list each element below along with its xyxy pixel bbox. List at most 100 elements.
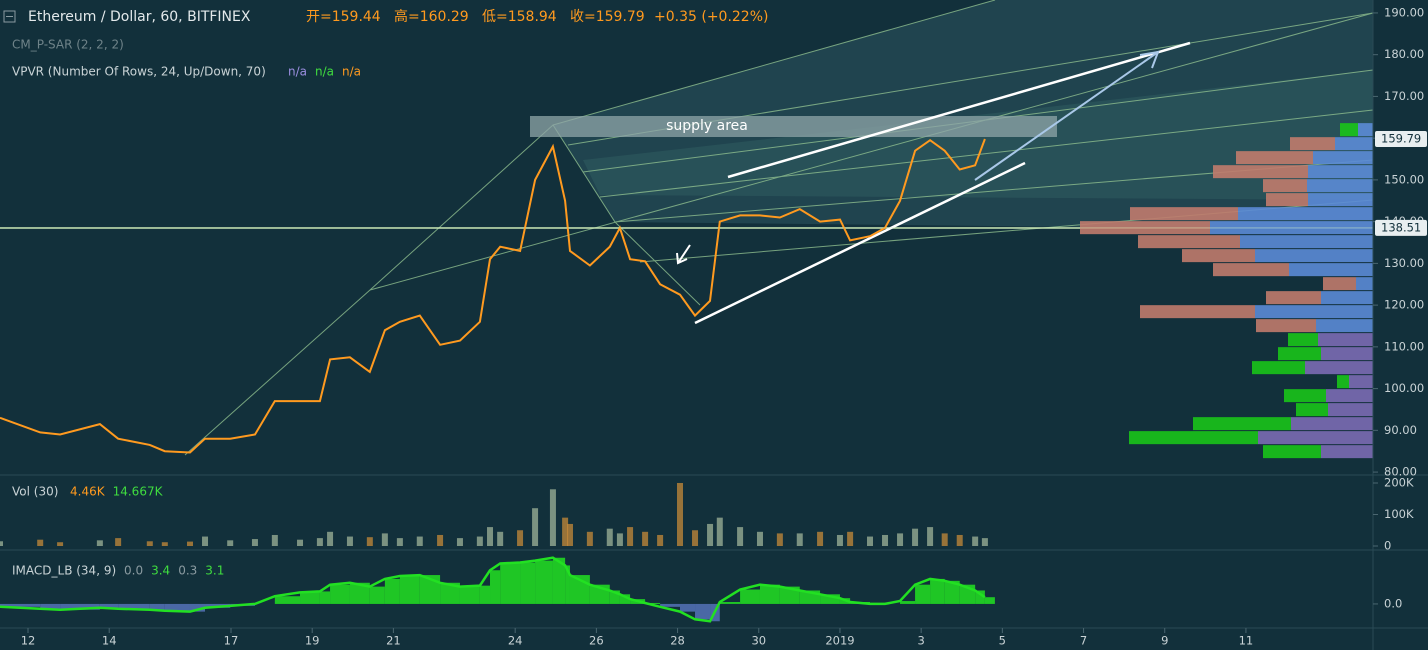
macd-bar xyxy=(274,596,301,604)
x-tick-label: 11 xyxy=(1239,634,1254,648)
ohlc-open: 开=159.44 xyxy=(306,9,381,25)
macd-bar xyxy=(779,586,800,604)
readout: 3.1 xyxy=(205,564,224,578)
volume-profile-down xyxy=(1266,193,1308,207)
pitchfork-line xyxy=(599,109,1374,198)
volume-profile-down xyxy=(1323,277,1356,291)
macd-bar xyxy=(740,589,760,604)
volume-bar xyxy=(677,482,684,546)
x-tick-label: 12 xyxy=(21,634,36,648)
volume-bar xyxy=(941,533,948,546)
supply-area-box xyxy=(530,116,1057,137)
volume-profile-down xyxy=(1193,417,1291,431)
macd-bar xyxy=(349,582,370,604)
macd-bar xyxy=(915,584,931,604)
volume-bar xyxy=(161,542,168,546)
macd-bar xyxy=(0,603,41,607)
volume-bar xyxy=(956,534,963,546)
volume-bar xyxy=(796,533,803,546)
ohlc-close: 收=159.79 xyxy=(570,9,645,25)
macd-bar xyxy=(99,603,119,608)
volume-bar xyxy=(627,527,634,546)
volume-bar xyxy=(716,517,723,546)
volume-profile-up xyxy=(1210,221,1373,235)
volume-profile-up xyxy=(1255,305,1373,319)
y-tick-label: 100.00 xyxy=(1384,381,1424,395)
volume-bar xyxy=(497,531,504,546)
ohlc-low: 低=158.94 xyxy=(482,9,557,25)
volume-bar xyxy=(972,536,979,546)
macd-line xyxy=(0,556,986,623)
volume-bar xyxy=(186,541,193,546)
volume-profile-down xyxy=(1296,403,1328,417)
volume-bar xyxy=(346,536,353,546)
macd-bar xyxy=(619,594,631,604)
volume-bar xyxy=(115,538,122,546)
volume-bar xyxy=(566,523,573,546)
x-tick-label: 9 xyxy=(1161,634,1168,648)
volume-profile-up xyxy=(1258,431,1373,445)
x-tick-label: 17 xyxy=(224,634,239,648)
volume-bar xyxy=(912,528,919,546)
volume-profile-up xyxy=(1313,151,1373,165)
volume-profile-down xyxy=(1080,221,1210,235)
macd-bar xyxy=(40,603,61,609)
volume-profile-up xyxy=(1238,207,1373,221)
volume-bar xyxy=(532,508,539,546)
x-tick-label: 2019 xyxy=(825,634,854,648)
volume-profile-down xyxy=(1140,305,1255,319)
volume-bar xyxy=(517,530,524,546)
macd-bar xyxy=(440,582,460,604)
volume-profile-down xyxy=(1130,207,1238,221)
macd-bar xyxy=(984,597,995,604)
volume-profile-up xyxy=(1318,333,1373,347)
macd-bar xyxy=(680,603,696,612)
macd-bar xyxy=(149,603,165,610)
volume-profile-down xyxy=(1213,263,1289,277)
indicator-label: VPVR (Number Of Rows, 24, Up/Down, 70) xyxy=(12,65,266,79)
volume-profile-up xyxy=(1289,263,1373,277)
arrow-head xyxy=(676,252,688,265)
y-tick-label: 0 xyxy=(1384,539,1391,553)
macd-bar xyxy=(820,594,840,604)
volume-bar xyxy=(817,531,824,546)
volume-bar xyxy=(616,533,623,546)
y-tick-label: 120.00 xyxy=(1384,298,1424,312)
volume-profile-up xyxy=(1356,277,1373,291)
volume-profile-up xyxy=(1305,361,1373,375)
y-tick-label: 150.00 xyxy=(1384,172,1424,186)
x-tick-label: 30 xyxy=(751,634,766,648)
price-label: 159.79 xyxy=(1381,132,1421,146)
y-tick-label: 190.00 xyxy=(1384,5,1424,19)
x-tick-label: 7 xyxy=(1080,634,1087,648)
x-tick-label: 3 xyxy=(917,634,924,648)
y-tick-label: 0.0 xyxy=(1384,596,1402,610)
macd-bar xyxy=(609,590,620,604)
x-tick-label: 28 xyxy=(670,634,685,648)
y-tick-label: 200K xyxy=(1384,475,1414,489)
macd-bar xyxy=(944,580,960,604)
pitchfork-fill xyxy=(553,0,1373,230)
volume-bar xyxy=(146,541,153,546)
y-tick-label: 170.00 xyxy=(1384,89,1424,103)
volume-bar xyxy=(562,517,569,546)
price-label-box xyxy=(1375,219,1427,236)
y-tick-label: 180.00 xyxy=(1384,47,1424,61)
volume-profile-up xyxy=(1255,249,1373,263)
readout: 4.46K xyxy=(70,485,106,499)
macd-bar xyxy=(520,562,536,604)
volume-bar xyxy=(316,538,323,546)
volume-bar xyxy=(297,539,304,546)
volume-bar xyxy=(586,531,593,546)
volume-profile-up xyxy=(1349,375,1373,389)
macd-bar xyxy=(189,603,206,612)
volume-profile-down xyxy=(1236,151,1313,165)
readout: n/a xyxy=(288,65,307,79)
macd-bar xyxy=(60,603,100,610)
trend-line xyxy=(727,41,1191,179)
price-line xyxy=(0,138,986,454)
macd-bar xyxy=(118,603,150,609)
volume-bar xyxy=(416,536,423,546)
x-tick-label: 24 xyxy=(508,634,523,648)
volume-bar xyxy=(456,538,463,546)
